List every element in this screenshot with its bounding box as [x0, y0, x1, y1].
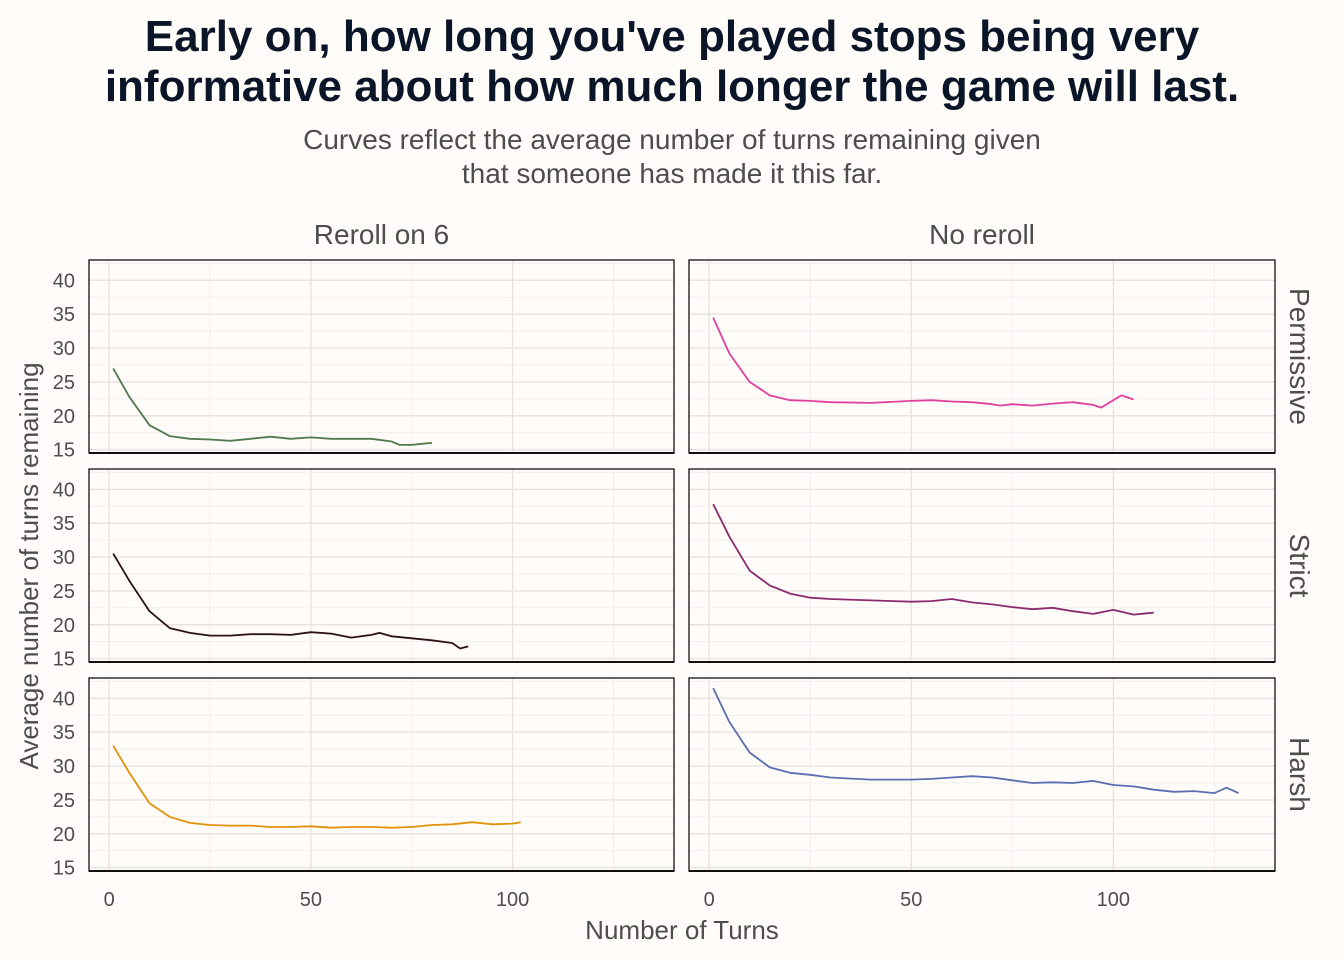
y-tick-label: 40 — [53, 270, 75, 292]
chart-title: informative about how much longer the ga… — [104, 62, 1240, 111]
facet-row-label: Permissive — [1284, 288, 1315, 425]
y-tick-label: 40 — [53, 688, 75, 710]
y-tick-label: 35 — [53, 722, 75, 744]
panel-background — [689, 678, 1275, 871]
y-tick-label: 30 — [53, 756, 75, 778]
y-tick-label: 20 — [53, 406, 75, 428]
series-line — [712, 503, 1154, 616]
panel-background — [689, 260, 1275, 453]
y-tick-label: 35 — [53, 304, 75, 326]
chart-subtitle: Curves reflect the average number of tur… — [303, 124, 1041, 155]
series-line — [712, 317, 1134, 409]
panel-background — [89, 469, 674, 662]
y-tick-label: 15 — [53, 858, 75, 880]
y-tick-label: 25 — [53, 581, 75, 603]
y-tick-label: 25 — [53, 372, 75, 394]
y-tick-label: 15 — [53, 440, 75, 462]
panel-background — [89, 260, 674, 453]
series-line — [112, 553, 469, 650]
x-tick-label: 50 — [900, 889, 922, 911]
x-tick-label: 50 — [300, 889, 322, 911]
y-tick-label: 25 — [53, 790, 75, 812]
y-tick-label: 20 — [53, 615, 75, 637]
panel-background — [689, 469, 1275, 662]
facet-row-label: Strict — [1284, 534, 1315, 598]
y-axis-title: Average number of turns remaining — [14, 362, 44, 769]
y-tick-label: 30 — [53, 338, 75, 360]
chart-subtitle: that someone has made it this far. — [461, 158, 883, 189]
y-tick-label: 15 — [53, 649, 75, 671]
series-line — [112, 745, 521, 829]
panel-background — [89, 678, 674, 871]
facet-column-label: Reroll on 6 — [314, 219, 449, 250]
y-tick-label: 30 — [53, 547, 75, 569]
y-tick-label: 35 — [53, 513, 75, 535]
x-tick-label: 100 — [1097, 889, 1130, 911]
x-tick-label: 0 — [704, 889, 715, 911]
series-line — [112, 367, 432, 446]
y-tick-label: 40 — [53, 479, 75, 501]
facet-row-label: Harsh — [1284, 737, 1315, 812]
x-tick-label: 0 — [104, 889, 115, 911]
x-tick-label: 100 — [496, 889, 529, 911]
y-tick-label: 20 — [53, 824, 75, 846]
facet-column-label: No reroll — [929, 219, 1035, 250]
chart-title: Early on, how long you've played stops b… — [144, 12, 1200, 61]
x-axis-title: Number of Turns — [585, 915, 779, 945]
series-line — [712, 687, 1239, 794]
